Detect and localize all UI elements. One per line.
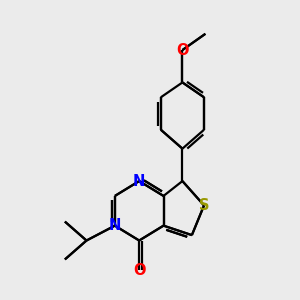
Text: O: O <box>133 263 146 278</box>
Text: N: N <box>133 174 146 189</box>
Text: O: O <box>176 43 189 58</box>
Text: N: N <box>109 218 121 233</box>
Text: S: S <box>199 198 209 213</box>
